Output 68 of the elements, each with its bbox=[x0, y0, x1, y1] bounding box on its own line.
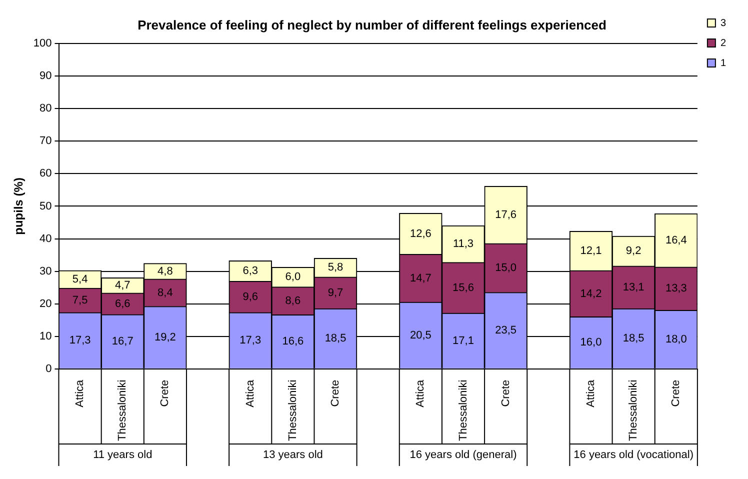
x-tick-label: Crete bbox=[500, 380, 512, 407]
data-label: 18,5 bbox=[622, 332, 644, 345]
x-tick-label: Crete bbox=[159, 380, 172, 407]
data-label: 15,6 bbox=[452, 282, 474, 294]
text: 16 years old (vocational) bbox=[574, 449, 694, 462]
legend-label: 2 bbox=[720, 38, 726, 49]
data-label: 14,2 bbox=[580, 288, 602, 300]
legend-label: 1 bbox=[720, 58, 726, 69]
data-label: 17,6 bbox=[495, 209, 517, 222]
y-tick-label: 10 bbox=[40, 330, 52, 342]
data-label: 6,0 bbox=[285, 271, 301, 284]
x-tick-label: Attica bbox=[414, 378, 427, 408]
data-label: 17,1 bbox=[452, 334, 474, 347]
data-label: 7,5 bbox=[72, 294, 88, 306]
x-tick-label: Thessaloniki bbox=[116, 380, 129, 441]
data-label: 4,8 bbox=[158, 265, 173, 278]
y-tick-label: 90 bbox=[40, 70, 52, 82]
data-label: 9,6 bbox=[242, 291, 258, 304]
y-tick-label: 80 bbox=[40, 102, 52, 115]
data-label: 12,1 bbox=[580, 244, 602, 257]
data-label: 16,6 bbox=[282, 336, 304, 348]
legend-label: 3 bbox=[720, 18, 726, 29]
data-label: 16,7 bbox=[112, 335, 134, 348]
data-label: 9,2 bbox=[626, 245, 642, 258]
x-tick-label: Attica bbox=[74, 378, 86, 408]
data-label: 11,3 bbox=[452, 238, 474, 250]
data-label: 6,6 bbox=[114, 298, 130, 310]
y-tick-label: 50 bbox=[40, 200, 52, 212]
x-tick-label: Thessaloniki bbox=[457, 380, 470, 441]
text: 11 years old bbox=[93, 449, 152, 462]
x-tick-label: Thessaloniki bbox=[628, 380, 640, 441]
x-tick-label: Attica bbox=[585, 378, 598, 408]
x-tick-label: Crete bbox=[330, 380, 342, 407]
y-tick-label: 70 bbox=[40, 135, 52, 148]
y-tick-label: 0 bbox=[46, 362, 52, 375]
y-tick-label: 20 bbox=[40, 298, 52, 310]
data-label: 13,3 bbox=[665, 282, 687, 295]
x-tick-label: Attica bbox=[244, 378, 256, 408]
data-label: 5,4 bbox=[72, 273, 88, 286]
data-label: 9,7 bbox=[328, 286, 344, 299]
data-label: 17,3 bbox=[240, 334, 262, 347]
data-label: 19,2 bbox=[154, 331, 176, 344]
data-label: 20,5 bbox=[410, 329, 432, 342]
data-label: 15,0 bbox=[495, 262, 517, 274]
data-label: 5,8 bbox=[328, 262, 344, 274]
data-label: 18,0 bbox=[665, 333, 687, 346]
data-label: 4,7 bbox=[114, 279, 130, 292]
text: 13 years old bbox=[262, 449, 323, 462]
data-label: 18,5 bbox=[324, 332, 346, 345]
data-label: 8,6 bbox=[285, 294, 301, 307]
x-tick-label: Thessaloniki bbox=[286, 380, 299, 441]
x-tick-label: Crete bbox=[670, 380, 682, 407]
data-label: 17,3 bbox=[69, 334, 91, 347]
y-tick-label: 40 bbox=[40, 232, 52, 245]
data-label: 16,4 bbox=[665, 234, 687, 246]
data-label: 14,7 bbox=[410, 272, 432, 284]
y-tick-label: 30 bbox=[40, 265, 52, 278]
y-tick-label: 60 bbox=[40, 168, 52, 180]
chart-title: Prevalence of feeling of neglect by number of different feelings experienced bbox=[138, 17, 606, 32]
data-label: 12,6 bbox=[410, 228, 432, 240]
text: 16 years old (general) bbox=[410, 449, 517, 462]
data-label: 23,5 bbox=[495, 324, 517, 336]
data-label: 16,0 bbox=[580, 336, 602, 349]
y-tick-label: 100 bbox=[33, 38, 52, 50]
y-axis-title: pupils (%) bbox=[12, 178, 26, 235]
data-label: 13,1 bbox=[622, 281, 644, 294]
data-label: 8,4 bbox=[158, 286, 173, 299]
data-label: 6,3 bbox=[242, 265, 258, 278]
